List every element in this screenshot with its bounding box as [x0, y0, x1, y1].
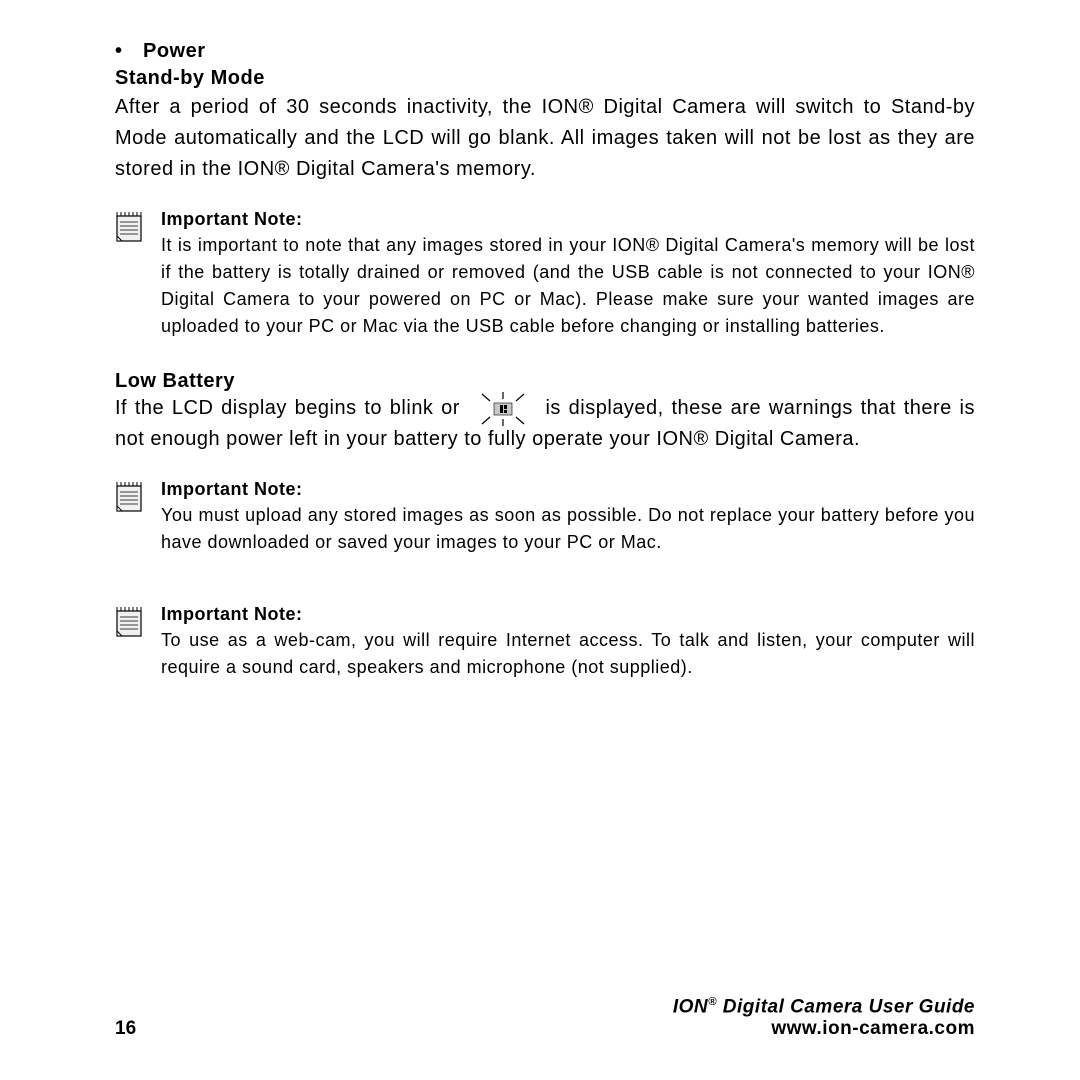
- bullet: •: [115, 40, 143, 63]
- note3-body: To use as a web-cam, you will require In…: [161, 627, 975, 681]
- note2-body: You must upload any stored images as soo…: [161, 502, 975, 556]
- battery-blink-icon: [468, 392, 538, 422]
- note3-title: Important Note:: [161, 604, 975, 625]
- low-battery-text: If the LCD display begins to blink or is…: [115, 393, 975, 455]
- standby-body-text: After a period of 30 seconds inactivity,…: [115, 92, 975, 185]
- note1-body: It is important to note that any images …: [161, 232, 975, 340]
- notepad-icon: [115, 479, 161, 556]
- notepad-icon: [115, 604, 161, 681]
- footer-url: www.ion-camera.com: [673, 1018, 975, 1040]
- note2-title: Important Note:: [161, 479, 975, 500]
- low-battery-part1: If the LCD display begins to blink or: [115, 397, 468, 419]
- heading-standby-mode: Stand-by Mode: [115, 67, 975, 90]
- notepad-icon: [115, 209, 161, 340]
- footer-guide-title: ION® Digital Camera User Guide: [673, 996, 975, 1018]
- heading-low-battery: Low Battery: [115, 370, 975, 393]
- page-number: 16: [115, 1018, 136, 1040]
- heading-power: Power: [143, 40, 206, 63]
- note1-title: Important Note:: [161, 209, 975, 230]
